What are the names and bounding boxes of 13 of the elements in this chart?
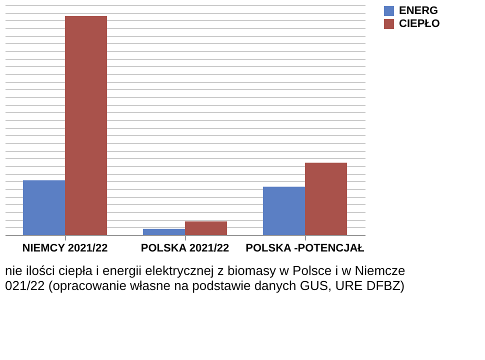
bar	[305, 162, 347, 235]
legend-label: CIEPŁO	[399, 18, 440, 30]
text: 021/22 (opracowanie własne na podstawie danych GUS, URE DFBZ)	[5, 278, 405, 293]
text: nie ilości ciepła i energii elektrycznej z biomasy w Polsce i w Niemcze	[5, 263, 406, 278]
legend-label: ENERG	[399, 5, 438, 17]
x-tick-label: POLSKA 2021/22	[140, 242, 230, 254]
bar	[65, 16, 107, 235]
bar	[23, 180, 65, 235]
bar	[185, 221, 227, 235]
x-tick-label: NIEMCY 2021/22	[22, 242, 108, 254]
x-tick-label: POLSKA -POTENCJAŁ	[246, 242, 365, 254]
bar	[143, 228, 185, 235]
bar	[263, 186, 305, 235]
